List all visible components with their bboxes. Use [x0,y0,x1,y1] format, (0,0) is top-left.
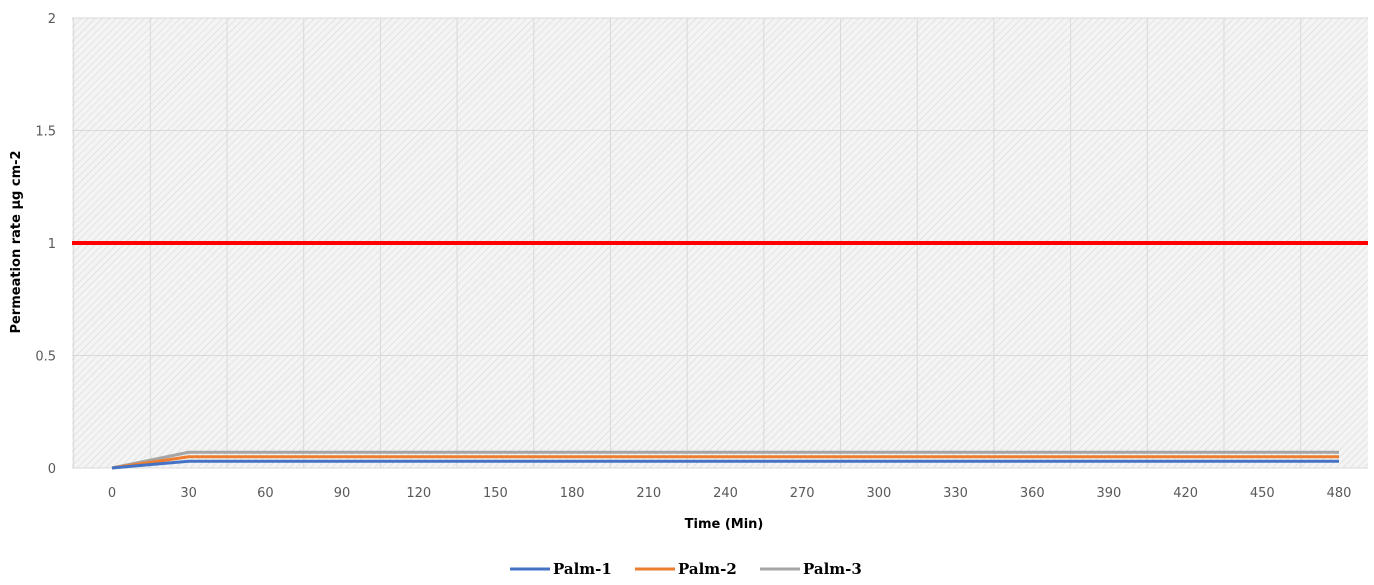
x-tick-label: 300 [866,486,891,501]
x-tick-label: 150 [483,486,508,501]
x-tick-label: 420 [1173,486,1198,501]
series-line-palm-2 [111,455,1339,470]
legend-label-palm-2: Palm-2 [678,560,737,578]
y-tick-label: 1 [48,237,56,252]
x-tick-label: 450 [1250,486,1275,501]
y-tick-label: 1.5 [35,125,56,140]
y-tick-label: 0.5 [35,350,56,365]
x-tick-label: 480 [1327,486,1352,501]
x-tick-label: 330 [943,486,968,501]
x-tick-label: 240 [713,486,738,501]
x-tick-label: 390 [1097,486,1122,501]
x-tick-label: 90 [334,486,351,501]
y-tick-label: 2 [48,12,56,27]
x-tick-label: 0 [108,486,116,501]
x-tick-label: 30 [180,486,197,501]
x-tick-label: 270 [790,486,815,501]
x-tick-label: 120 [406,486,431,501]
x-axis-title: Time (Min) [685,517,764,532]
series-line-palm-1 [111,459,1339,470]
x-tick-label: 180 [560,486,585,501]
y-axis-ticks: 0 0.5 1 1.5 2 [35,12,56,477]
series-lines [111,450,1339,470]
y-tick-label: 0 [48,462,56,477]
legend-label-palm-1: Palm-1 [553,560,612,578]
legend-label-palm-3: Palm-3 [803,560,862,578]
legend: Palm-1 Palm-2 Palm-3 [510,560,862,578]
series-line-palm-3 [111,450,1339,470]
x-tick-label: 60 [257,486,274,501]
y-axis-title: Permeation rate µg cm-2 [9,150,24,333]
x-tick-label: 360 [1020,486,1045,501]
x-axis-ticks: 0 30 60 90 120 150 180 210 240 270 300 330 360 390 420… [108,486,1352,501]
x-tick-label: 210 [636,486,661,501]
